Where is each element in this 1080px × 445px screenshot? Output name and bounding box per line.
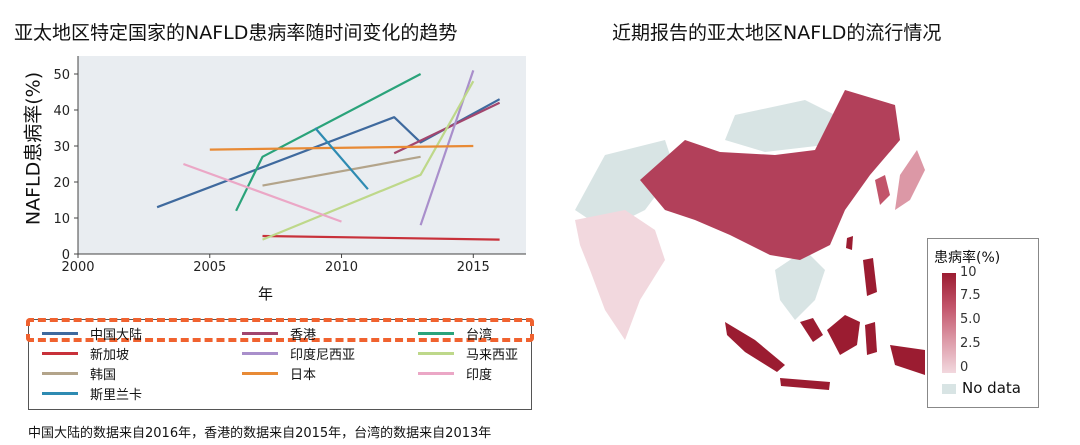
x-tick-label: 2015: [457, 260, 490, 275]
map-region-papua: [890, 345, 925, 375]
legend-highlight-box: [26, 318, 534, 342]
legend-label: 香港: [290, 327, 317, 343]
legend-item: 中国大陆: [42, 324, 143, 343]
colorbar-tick-7-5: 7.5: [960, 288, 981, 303]
legend-label: 印度: [466, 367, 493, 383]
series-line-新加坡: [262, 234, 500, 241]
legend-item: 新加坡: [42, 344, 130, 363]
legend-item: 印度: [418, 364, 493, 383]
legend-swatch: [42, 391, 78, 395]
series-line-日本: [209, 144, 474, 151]
no-data-swatch: [942, 384, 956, 394]
footnote: 中国大陆的数据来自2016年，香港的数据来自2015年，台湾的数据来自2013年: [28, 426, 492, 441]
legend-swatch: [42, 331, 78, 335]
colorbar-tick-2-5: 2.5: [960, 336, 981, 351]
no-data-label: No data: [962, 379, 1021, 397]
legend-item: 韩国: [42, 364, 117, 383]
line-chart: 0 10 20 30 40 50 2000 2005 2010 2015: [53, 56, 526, 275]
map-legend: 患病率(%) 10 7.5 5.0 2.5 0 No data: [927, 238, 1039, 408]
y-tick-label: 20: [53, 176, 70, 191]
map-region-java: [780, 378, 830, 390]
map-region-mongolia: [725, 100, 845, 152]
map-region-malaysia: [800, 318, 823, 342]
legend-label: 韩国: [90, 367, 117, 383]
legend-swatch: [242, 371, 278, 375]
x-axis-label: 年: [258, 285, 274, 303]
legend-swatch: [42, 351, 78, 355]
legend-item: 台湾: [418, 324, 493, 343]
colorbar-tick-10: 10: [960, 265, 977, 280]
legend-label: 新加坡: [90, 347, 130, 363]
legend-item: 香港: [242, 324, 317, 343]
map-region-philippines: [863, 258, 877, 296]
legend-swatch: [42, 371, 78, 375]
plot-area: [78, 56, 526, 254]
series-line-韩国: [262, 155, 421, 187]
legend-label: 台湾: [466, 327, 493, 343]
series-line-斯里兰卡: [314, 127, 369, 190]
y-tick-label: 30: [53, 140, 70, 155]
legend-label: 日本: [290, 367, 317, 383]
series-line-中国大陆: [156, 98, 501, 209]
legend-swatch: [418, 351, 454, 355]
map-region-sumatra: [725, 322, 785, 372]
map-region-southeast-mainland: [775, 250, 825, 320]
legend-item: 印度尼西亚: [242, 344, 356, 363]
legend-label: 马来西亚: [466, 347, 519, 363]
y-tick-label: 50: [53, 68, 70, 83]
map-region-japan: [895, 150, 925, 210]
asia-pacific-map: [575, 90, 925, 390]
legend-label: 印度尼西亚: [290, 347, 356, 363]
legend-item: 马来西亚: [418, 344, 519, 363]
series-line-印度: [183, 162, 342, 223]
legend-item: 日本: [242, 364, 317, 383]
colorbar-gradient: [942, 273, 956, 373]
x-tick-label: 2005: [193, 260, 226, 275]
x-tick-label: 2000: [61, 260, 94, 275]
colorbar-tick-0: 0: [960, 360, 969, 375]
y-axis-label: NAFLD患病率(%): [22, 71, 45, 226]
y-tick-label: 0: [62, 248, 70, 263]
legend-swatch: [418, 331, 454, 335]
map-region-korea: [875, 175, 890, 205]
map-region-taiwan: [846, 236, 853, 250]
map-region-india: [575, 210, 665, 340]
map-title: 近期报告的亚太地区NAFLD的流行情况: [612, 22, 942, 44]
series-line-台湾: [235, 73, 422, 212]
map-region-central-asia: [575, 140, 675, 230]
map-region-sulawesi: [865, 322, 877, 355]
legend-swatch: [242, 331, 278, 335]
map-region-china-mainland: [640, 90, 900, 260]
map-region-borneo: [827, 315, 860, 355]
legend-swatch: [418, 371, 454, 375]
x-tick-label: 2010: [325, 260, 358, 275]
legend-label: 中国大陆: [90, 327, 143, 343]
left-chart-title: 亚太地区特定国家的NAFLD患病率随时间变化的趋势: [14, 22, 458, 44]
y-tick-label: 40: [53, 104, 70, 119]
colorbar-tick-5-0: 5.0: [960, 312, 981, 327]
legend-item: 斯里兰卡: [42, 384, 143, 403]
map-legend-title: 患病率(%): [934, 250, 1001, 266]
legend-label: 斯里兰卡: [90, 387, 143, 403]
series-line-马来西亚: [262, 80, 475, 241]
y-tick-label: 10: [53, 212, 70, 227]
legend-swatch: [242, 351, 278, 355]
